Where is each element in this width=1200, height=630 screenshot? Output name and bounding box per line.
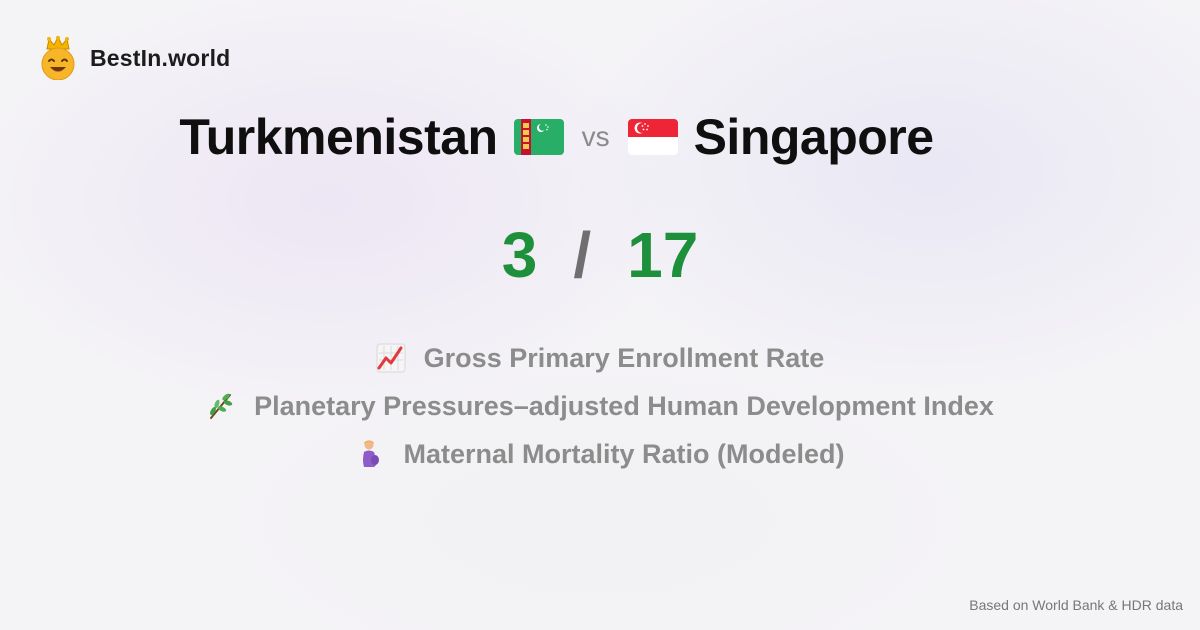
brand-name: BestIn.world xyxy=(90,44,231,71)
pregnant-woman-icon xyxy=(363,440,380,467)
herb-icon xyxy=(210,393,233,419)
score-row: 3 / 17 xyxy=(0,218,1200,292)
turkmenistan-flag-icon xyxy=(513,119,564,155)
right-country-name[interactable]: Singapore xyxy=(693,109,934,165)
list-item[interactable]: Planetary Pressures–adjusted Human Devel… xyxy=(206,382,994,430)
left-score: 3 xyxy=(501,219,538,291)
vs-label: vs xyxy=(581,121,610,152)
metric-label: Maternal Mortality Ratio (Modeled) xyxy=(403,438,845,469)
metric-list: Gross Primary Enrollment Rate Planetary … xyxy=(0,334,1200,478)
score-separator: / xyxy=(573,219,592,291)
chart-increasing-icon xyxy=(376,343,406,373)
left-country-name[interactable]: Turkmenistan xyxy=(179,109,498,165)
list-item[interactable]: Gross Primary Enrollment Rate xyxy=(376,334,825,382)
comparison-title: Turkmenistan vs Singapore xyxy=(0,108,1113,166)
metric-label: Gross Primary Enrollment Rate xyxy=(423,342,825,373)
list-item[interactable]: Maternal Mortality Ratio (Modeled) xyxy=(355,430,845,478)
metric-label: Planetary Pressures–adjusted Human Devel… xyxy=(254,390,994,421)
brand[interactable]: BestIn.world xyxy=(38,36,230,80)
right-score: 17 xyxy=(627,219,699,291)
crown-smiley-icon xyxy=(41,36,75,80)
singapore-flag-icon xyxy=(627,119,678,155)
source-note: Based on World Bank & HDR data xyxy=(969,597,1183,613)
